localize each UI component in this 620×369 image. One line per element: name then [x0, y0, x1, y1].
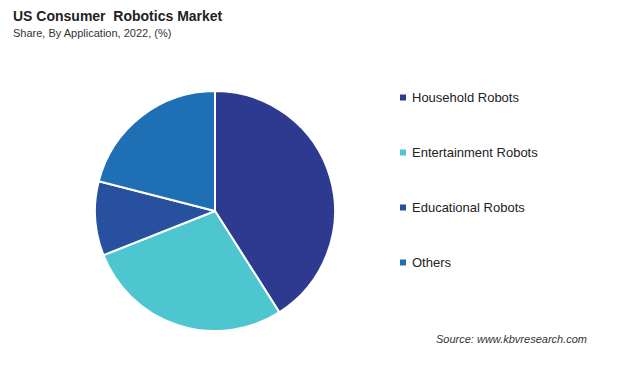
svg-text:Others: Others [412, 255, 452, 270]
svg-text:Share, By Application, 2022, (: Share, By Application, 2022, (%) [13, 27, 171, 39]
svg-text:US Consumer Robotics Market: US Consumer Robotics Market [13, 8, 223, 24]
svg-text:Educational Robots: Educational Robots [412, 200, 525, 215]
svg-text:Household Robots: Household Robots [412, 90, 519, 105]
svg-text:Source: www.kbvresearch.com: Source: www.kbvresearch.com [436, 333, 587, 345]
svg-text:Entertainment Robots: Entertainment Robots [412, 145, 538, 160]
